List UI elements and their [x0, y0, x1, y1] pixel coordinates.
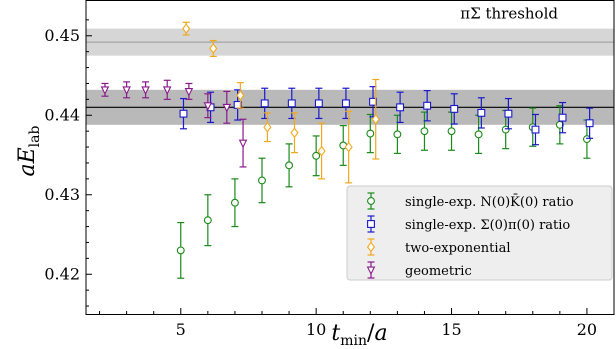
legend-marker [367, 220, 375, 228]
series-2 [182, 21, 380, 184]
data-point [287, 99, 296, 108]
data-point [501, 125, 510, 134]
x-axis-ticks: 5 10 15 20 [99, 308, 615, 339]
legend-box [346, 185, 613, 281]
legend-marker [366, 266, 376, 276]
data-point [585, 119, 594, 128]
data-point [504, 109, 513, 118]
data-point [258, 176, 266, 185]
bands-layer [86, 28, 614, 125]
data-point [238, 139, 248, 149]
data-point [203, 102, 213, 111]
data-point [450, 104, 459, 113]
data-point [236, 90, 245, 101]
data-point [203, 216, 212, 225]
data-point [209, 43, 218, 54]
data-point [314, 99, 323, 108]
data-point [162, 86, 172, 95]
data-point [558, 113, 567, 122]
legend-entry-3: geometric [366, 261, 472, 279]
data-point [396, 103, 405, 112]
data-point [582, 135, 591, 144]
x-tick-label: 5 [176, 320, 186, 339]
y-axis-ticks: 0.42 0.43 0.44 0.45 [44, 19, 92, 307]
series-3 [100, 79, 248, 168]
data-point [122, 86, 131, 95]
x-tick-label: 20 [577, 320, 597, 339]
data-point [369, 97, 377, 106]
data-point [285, 161, 294, 170]
data-point [260, 99, 269, 108]
x-tick-label: 10 [306, 320, 326, 339]
y-tick-label: 0.44 [44, 105, 80, 124]
data-point [371, 113, 380, 125]
legend-entry-2: two-exponential [366, 238, 510, 256]
data-point [366, 129, 375, 138]
data-point [290, 127, 299, 139]
legend-marker [366, 241, 376, 253]
data-point [222, 103, 232, 113]
data-point [182, 23, 191, 34]
plot-frame [85, 0, 615, 315]
legend-label: two-exponential [405, 241, 510, 256]
data-point [393, 130, 402, 139]
legend-marker [367, 197, 375, 205]
x-tick-label: 15 [441, 320, 461, 339]
y-tick-label: 0.45 [44, 26, 80, 45]
y-tick-label: 0.42 [44, 264, 80, 283]
data-point [230, 198, 239, 207]
data-point [344, 141, 353, 153]
data-point [263, 121, 272, 133]
legend-entry-1: single-exp. Σ(0)π(0) ratio [367, 215, 570, 233]
data-point [184, 87, 194, 97]
data-point [423, 101, 432, 110]
legend-label: single-exp. N(0)K̄(0) ratio [405, 194, 574, 210]
legend-label: geometric [405, 264, 472, 279]
data-point [477, 108, 486, 117]
legend-label: single-exp. Σ(0)π(0) ratio [405, 218, 570, 233]
series-1 [179, 86, 594, 146]
series-0 [176, 105, 591, 279]
data-point [179, 109, 188, 118]
data-point [312, 151, 321, 160]
marks-layer [100, 21, 594, 279]
data-point [447, 127, 456, 136]
x-axis-label: tmin/a [331, 321, 387, 349]
data-point [341, 99, 350, 108]
data-point [531, 125, 540, 134]
legend-entry-0: single-exp. N(0)K̄(0) ratio [367, 192, 574, 210]
data-point [317, 145, 326, 157]
data-point [141, 86, 150, 95]
data-point [420, 127, 429, 136]
legend: single-exp. N(0)K̄(0) ratio single-exp. Σ… [366, 192, 574, 279]
threshold-label: πΣ threshold [460, 4, 558, 22]
y-tick-label: 0.43 [44, 185, 80, 204]
data-point [474, 130, 483, 139]
y-axis-label: aElab [15, 126, 43, 177]
data-point [100, 86, 110, 95]
data-point [176, 246, 185, 255]
